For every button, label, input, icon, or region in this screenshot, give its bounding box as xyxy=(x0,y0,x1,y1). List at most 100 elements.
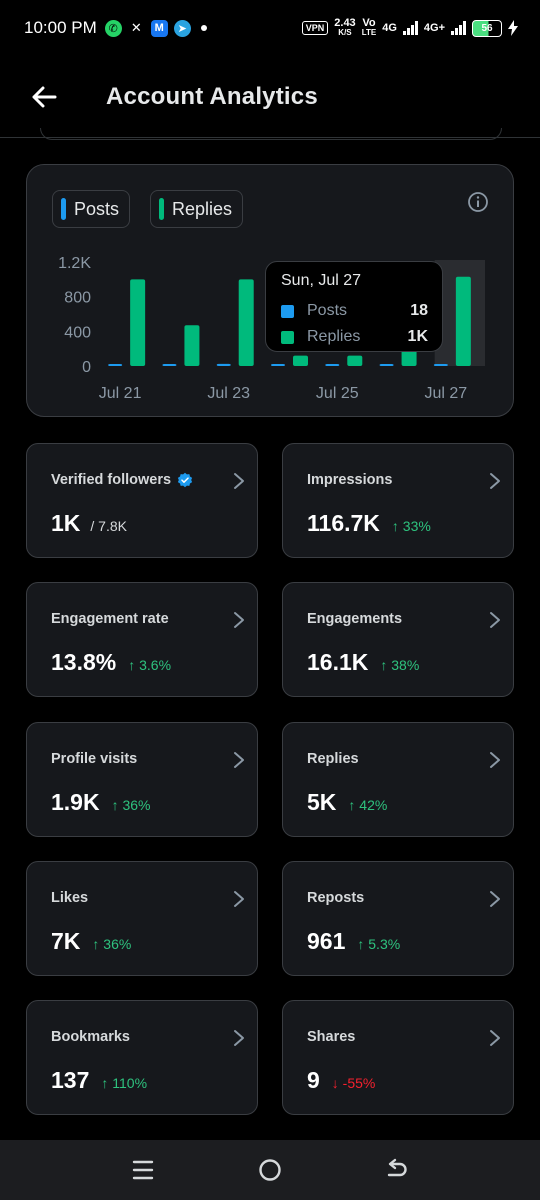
chevron-right-icon xyxy=(234,612,244,628)
legend-posts-swatch xyxy=(61,198,66,220)
stat-card-verified-followers[interactable]: Verified followers 1K / 7.8K xyxy=(26,443,258,558)
stat-label: Likes xyxy=(51,890,88,906)
network-type-2: 4G+ xyxy=(423,22,445,34)
y-tick-label: 0 xyxy=(82,359,91,376)
bar-posts-jul-24 xyxy=(271,364,285,366)
notification-dot-icon xyxy=(200,25,207,31)
stat-card-replies[interactable]: Replies 5K ↑ 42% xyxy=(282,722,514,837)
stat-value-row: 13.8% ↑ 3.6% xyxy=(51,649,171,676)
stat-value-row: 116.7K ↑ 33% xyxy=(307,510,431,537)
stat-label: Engagement rate xyxy=(51,611,169,627)
stat-delta: ↑ 5.3% xyxy=(357,936,401,952)
bar-replies-jul-24 xyxy=(293,355,308,366)
bar-posts-jul-26 xyxy=(379,364,394,366)
stat-label: Reposts xyxy=(307,890,364,906)
volte-bottom: LTE xyxy=(361,28,377,37)
x-tick-label: Jul 27 xyxy=(425,385,468,402)
stat-card-engagement-rate[interactable]: Engagement rate 13.8% ↑ 3.6% xyxy=(26,582,258,697)
bar-replies-jul-25 xyxy=(347,355,363,366)
stat-label: Bookmarks xyxy=(51,1029,130,1045)
stat-delta: ↑ 36% xyxy=(92,936,132,952)
speed-unit: K/S xyxy=(338,28,352,37)
y-tick-label: 1.2K xyxy=(58,255,91,272)
stat-value: 1.9K xyxy=(51,789,100,815)
stat-value: 5K xyxy=(307,789,337,815)
stat-delta: ↓ -55% xyxy=(331,1075,376,1091)
stat-value-row: 137 ↑ 110% xyxy=(51,1067,147,1094)
bar-replies-jul-22 xyxy=(184,325,200,366)
bar-posts-jul-23 xyxy=(216,363,231,366)
signal-icon-2 xyxy=(451,21,466,35)
stat-label-text: Likes xyxy=(51,890,89,906)
stat-value: 116.7K xyxy=(307,510,380,536)
arrow-left-icon xyxy=(32,86,57,107)
x-tick-label: Jul 21 xyxy=(99,385,142,402)
y-tick-label: 800 xyxy=(64,290,91,307)
chevron-right-icon xyxy=(234,891,244,907)
volte-badge: Vo LTE xyxy=(362,18,377,38)
tooltip-row-replies: Replies 1K xyxy=(281,324,428,350)
tooltip-replies-swatch xyxy=(281,330,294,344)
system-nav-bar xyxy=(0,1140,540,1200)
nav-home-button[interactable] xyxy=(250,1150,290,1190)
legend-posts-toggle[interactable]: Posts xyxy=(52,190,131,228)
messenger-icon: M xyxy=(150,19,168,37)
stat-card-impressions[interactable]: Impressions 116.7K ↑ 33% xyxy=(282,443,514,558)
status-bar: 10:00 PM ✆ ✕ M ➤ VPN 2.43 K/S Vo LTE 4G … xyxy=(0,0,540,56)
bar-posts-jul-22 xyxy=(162,364,177,366)
bar-replies-jul-27 xyxy=(455,276,471,366)
stat-value: 7K xyxy=(51,928,81,954)
stat-label: Engagements xyxy=(307,611,402,627)
bar-posts-jul-27 xyxy=(433,364,448,366)
chevron-right-icon xyxy=(490,891,500,907)
verified-badge-icon xyxy=(177,472,193,488)
tooltip-posts-value: 18 xyxy=(410,302,428,319)
signal-icon-1 xyxy=(402,21,418,35)
chevron-right-icon xyxy=(490,612,500,628)
network-speed: 2.43 K/S xyxy=(334,18,355,38)
x-app-icon: ✕ xyxy=(130,20,142,35)
stat-delta: ↑ 33% xyxy=(391,518,431,534)
stat-value-row: 961 ↑ 5.3% xyxy=(307,928,400,955)
return-arrow-icon xyxy=(387,1158,407,1177)
stat-card-bookmarks[interactable]: Bookmarks 137 ↑ 110% xyxy=(26,1000,258,1115)
stat-card-profile-visits[interactable]: Profile visits 1.9K ↑ 36% xyxy=(26,722,258,837)
stat-delta: ↑ 3.6% xyxy=(128,657,172,673)
battery-icon: 56 xyxy=(472,19,502,37)
nav-back-button[interactable] xyxy=(377,1150,417,1190)
back-button[interactable] xyxy=(24,77,64,117)
stat-label-text: Verified followers xyxy=(51,472,172,488)
stat-label: Shares xyxy=(307,1029,355,1045)
legend-replies-toggle[interactable]: Replies xyxy=(150,190,244,228)
stat-card-reposts[interactable]: Reposts 961 ↑ 5.3% xyxy=(282,861,514,976)
tooltip-title: Sun, Jul 27 xyxy=(281,272,362,289)
stat-label-text: Replies xyxy=(307,751,359,767)
stat-label: Verified followers xyxy=(51,472,193,488)
nav-recents-button[interactable] xyxy=(123,1150,163,1190)
bar-replies-jul-21 xyxy=(130,279,146,366)
stat-card-shares[interactable]: Shares 9 ↓ -55% xyxy=(282,1000,514,1115)
stat-label-text: Engagements xyxy=(307,611,403,627)
stat-card-engagements[interactable]: Engagements 16.1K ↑ 38% xyxy=(282,582,514,697)
tooltip-replies-name: Replies xyxy=(307,328,361,345)
tooltip-posts-name: Posts xyxy=(307,302,348,319)
chart-card: 1.2K 800 400 0 Jul 21 Jul 23 Jul 25 Jul 27 Post… xyxy=(26,164,514,417)
bar-replies-jul-23 xyxy=(238,279,254,366)
tooltip-replies-value: 1K xyxy=(407,328,428,345)
stat-label-text: Impressions xyxy=(307,472,393,488)
stat-label-text: Bookmarks xyxy=(51,1029,130,1045)
stat-label-text: Engagement rate xyxy=(51,611,169,627)
bar-chart[interactable]: 1.2K 800 400 0 Jul 21 Jul 23 Jul 25 Jul 27 xyxy=(27,165,515,418)
stat-card-likes[interactable]: Likes 7K ↑ 36% xyxy=(26,861,258,976)
stat-delta: ↑ 38% xyxy=(380,657,420,673)
chevron-right-icon xyxy=(490,752,500,768)
info-circle-icon[interactable] xyxy=(467,191,489,213)
stat-label: Impressions xyxy=(307,472,392,488)
stat-value-row: 9 ↓ -55% xyxy=(307,1067,375,1094)
stat-value: 1K xyxy=(51,510,81,536)
app-header: Account Analytics xyxy=(0,56,540,138)
menu-lines-icon xyxy=(133,1160,154,1180)
stat-value: 13.8% xyxy=(51,649,117,675)
tooltip-posts-swatch xyxy=(281,304,294,318)
chevron-right-icon xyxy=(490,473,500,489)
